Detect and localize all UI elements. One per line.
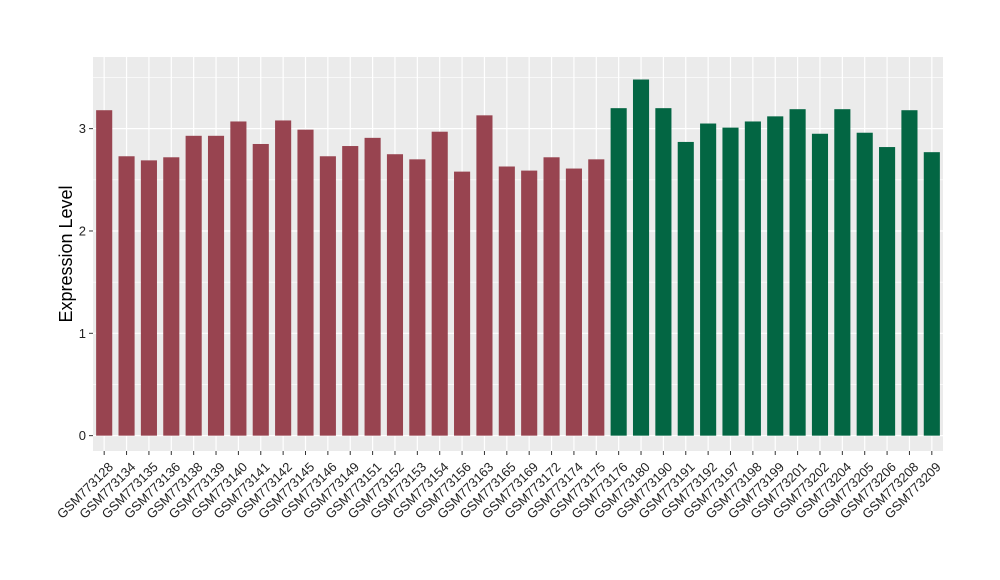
bar-GSM773172 — [543, 157, 560, 436]
bar-GSM773206 — [879, 147, 896, 436]
x-axis: GSM773128GSM773134GSM773135GSM773136GSM7… — [54, 451, 944, 522]
y-tick-label: 1 — [79, 326, 86, 341]
bar-GSM773151 — [364, 137, 381, 436]
y-tick-label: 3 — [79, 121, 86, 136]
bar-GSM773156 — [454, 171, 471, 436]
bar-GSM773145 — [297, 129, 314, 436]
bar-GSM773149 — [342, 146, 359, 436]
bar-GSM773174 — [565, 168, 582, 436]
bar-GSM773180 — [632, 79, 650, 436]
bar-GSM773136 — [163, 157, 180, 436]
bar-GSM773163 — [476, 115, 493, 436]
bar-GSM773209 — [923, 152, 940, 436]
bar-GSM773135 — [140, 160, 157, 436]
bar-GSM773192 — [700, 123, 717, 436]
bar-GSM773197 — [722, 127, 739, 436]
bar-GSM773208 — [901, 110, 918, 436]
bar-GSM773154 — [431, 131, 448, 436]
bar-GSM773140 — [230, 121, 247, 436]
bar-GSM773204 — [834, 109, 851, 436]
bar-GSM773134 — [118, 156, 135, 436]
bar-GSM773153 — [409, 159, 426, 436]
bar-GSM773139 — [207, 135, 225, 436]
bar-GSM773199 — [767, 116, 784, 436]
bar-GSM773165 — [498, 166, 515, 436]
bar-GSM773152 — [386, 154, 404, 436]
y-tick-label: 0 — [79, 428, 86, 443]
y-tick-label: 2 — [79, 223, 86, 238]
bar-GSM773128 — [96, 110, 113, 436]
y-axis-title: Expression Level — [56, 185, 76, 322]
bar-GSM773198 — [744, 121, 761, 436]
y-axis: 0 1 2 3 — [79, 121, 93, 443]
bar-GSM773176 — [610, 108, 627, 436]
bar-GSM773175 — [588, 159, 605, 436]
bar-GSM773138 — [185, 135, 202, 436]
bar-GSM773146 — [319, 156, 336, 436]
bar-GSM773205 — [856, 132, 873, 436]
bar-GSM773141 — [252, 143, 269, 436]
bar-GSM773201 — [789, 109, 806, 436]
bar-GSM773169 — [521, 170, 538, 436]
bar-GSM773191 — [677, 141, 694, 436]
bar-GSM773190 — [655, 108, 672, 436]
bar-GSM773142 — [275, 120, 292, 436]
bar-GSM773202 — [811, 133, 829, 436]
bars — [96, 79, 940, 436]
